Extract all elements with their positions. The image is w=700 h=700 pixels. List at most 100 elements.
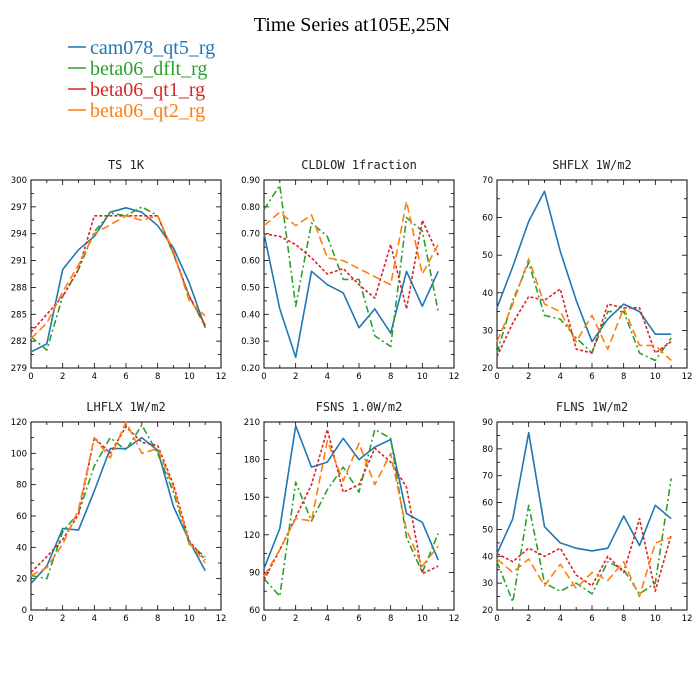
x-tick-label: 10 [184, 614, 195, 624]
panel-title: TS 1K [108, 158, 145, 172]
legend-entry: beta06_qt2_rg [68, 100, 205, 122]
y-tick-label: 282 [11, 337, 27, 347]
x-tick-label: 10 [417, 614, 428, 624]
x-tick-label: 10 [650, 372, 661, 382]
series-line-beta06_dflt_rg [496, 478, 672, 603]
y-tick-label: 50 [482, 251, 493, 261]
x-tick-label: 0 [28, 372, 33, 382]
y-tick-label: 0.30 [241, 337, 260, 347]
y-tick-label: 291 [11, 257, 27, 267]
y-tick-label: 210 [244, 418, 260, 428]
y-tick-label: 60 [16, 512, 27, 522]
x-tick-label: 12 [449, 614, 460, 624]
y-tick-label: 300 [11, 176, 27, 186]
series-line-cam078_qt5_rg [263, 424, 439, 569]
y-tick-label: 0.60 [241, 257, 260, 267]
y-tick-label: 20 [482, 606, 493, 616]
y-tick-label: 0.20 [241, 364, 260, 374]
series-line-beta06_dflt_rg [263, 184, 439, 348]
y-tick-label: 60 [249, 606, 260, 616]
x-tick-label: 2 [526, 372, 531, 382]
y-tick-label: 20 [482, 364, 493, 374]
x-tick-label: 12 [449, 372, 460, 382]
y-tick-label: 0 [22, 606, 27, 616]
series-line-beta06_qt1_rg [263, 428, 439, 581]
series-line-cam078_qt5_rg [496, 190, 672, 343]
y-tick-label: 90 [249, 568, 260, 578]
y-tick-label: 285 [11, 310, 27, 320]
legend-entry: beta06_dflt_rg [68, 58, 207, 80]
y-tick-label: 60 [482, 214, 493, 224]
panel-title: SHFLX 1W/m2 [552, 158, 631, 172]
x-tick-label: 6 [589, 372, 594, 382]
legend-label: beta06_qt2_rg [90, 100, 205, 122]
plot-frame [30, 421, 222, 611]
series-line-beta06_dflt_rg [30, 424, 206, 580]
x-tick-label: 8 [155, 372, 160, 382]
y-tick-label: 120 [11, 418, 27, 428]
series-line-beta06_qt1_rg [496, 517, 672, 593]
series-line-beta06_qt2_rg [496, 258, 672, 362]
y-tick-label: 279 [11, 364, 27, 374]
plot-frame [263, 179, 455, 369]
x-tick-label: 8 [388, 614, 393, 624]
panel-title: FLNS 1W/m2 [556, 400, 628, 414]
x-tick-label: 2 [60, 372, 65, 382]
x-tick-label: 12 [216, 372, 227, 382]
y-tick-label: 297 [11, 203, 27, 213]
panel-flns: FLNS 1W/m2 0 2 4 6 8 10 12 20 30 40 50 60 70 80 90 [482, 400, 692, 624]
x-tick-label: 12 [682, 372, 693, 382]
y-tick-label: 120 [244, 531, 260, 541]
panel-cldlow: CLDLOW 1fraction 0 2 4 6 8 10 12 0.20 0.30 0.40 0.5… [241, 158, 459, 382]
panel-fsns: FSNS 1.0W/m2 0 2 4 6 8 10 12 60 90 120 150 180 210 [244, 400, 460, 624]
x-tick-label: 4 [92, 614, 97, 624]
x-tick-label: 2 [293, 614, 298, 624]
x-tick-label: 2 [293, 372, 298, 382]
y-tick-label: 70 [482, 472, 493, 482]
y-tick-label: 294 [11, 230, 27, 240]
panel-title: CLDLOW 1fraction [301, 158, 417, 172]
series-line-beta06_qt1_rg [30, 425, 206, 573]
y-tick-label: 150 [244, 493, 260, 503]
series-line-beta06_dflt_rg [30, 206, 206, 351]
x-tick-label: 8 [621, 614, 626, 624]
panel-ts: TS 1K 0 2 4 6 8 10 12 279 282 285 288 291 294 297 300 [11, 158, 227, 382]
y-tick-label: 20 [16, 575, 27, 585]
x-tick-label: 8 [155, 614, 160, 624]
x-tick-label: 6 [356, 372, 361, 382]
x-tick-label: 10 [184, 372, 195, 382]
series-line-beta06_qt1_rg [263, 219, 439, 310]
y-tick-label: 70 [482, 176, 493, 186]
x-tick-label: 0 [494, 614, 499, 624]
panel-title: LHFLX 1W/m2 [86, 400, 165, 414]
legend-entry: cam078_qt5_rg [68, 37, 215, 59]
y-tick-label: 60 [482, 499, 493, 509]
series-line-cam078_qt5_rg [263, 233, 439, 359]
x-tick-label: 4 [92, 372, 97, 382]
x-tick-label: 0 [261, 614, 266, 624]
y-tick-label: 90 [482, 418, 493, 428]
x-tick-label: 0 [261, 372, 266, 382]
panel-title: FSNS 1.0W/m2 [316, 400, 403, 414]
figure-title: Time Series at105E,25N [254, 14, 450, 36]
y-tick-label: 0.50 [241, 283, 260, 293]
y-tick-label: 0.40 [241, 310, 260, 320]
panels: TS 1K0 2 4 6 8 10 12279282285288291294297300CL… [11, 158, 693, 624]
legend-label: beta06_dflt_rg [90, 58, 207, 80]
x-tick-label: 2 [526, 614, 531, 624]
y-tick-label: 50 [482, 525, 493, 535]
y-tick-label: 100 [11, 449, 27, 459]
series-line-cam078_qt5_rg [30, 436, 206, 584]
series-line-beta06_qt1_rg [30, 215, 206, 333]
series-line-beta06_qt1_rg [496, 288, 672, 358]
series-line-beta06_qt2_rg [263, 439, 439, 577]
x-tick-label: 0 [494, 372, 499, 382]
x-tick-label: 4 [558, 372, 563, 382]
y-tick-label: 80 [16, 481, 27, 491]
x-tick-label: 8 [621, 372, 626, 382]
x-tick-label: 4 [558, 614, 563, 624]
y-tick-label: 0.90 [241, 176, 260, 186]
y-tick-label: 30 [482, 579, 493, 589]
y-tick-label: 40 [482, 552, 493, 562]
